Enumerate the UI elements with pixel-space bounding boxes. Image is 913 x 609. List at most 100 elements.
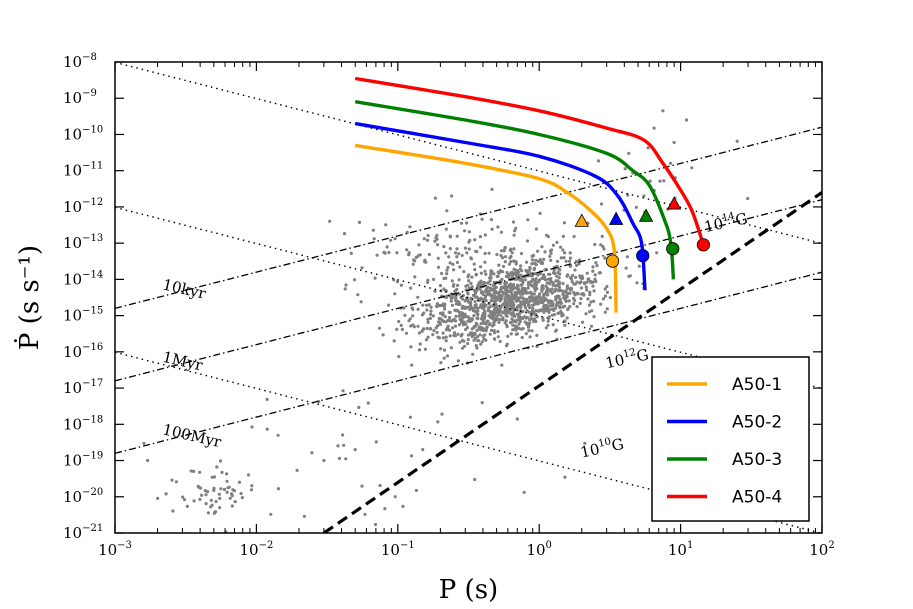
pulsar-point [487, 314, 491, 318]
pulsar-point [500, 318, 504, 322]
pulsar-point [661, 109, 665, 113]
pulsar-point [466, 292, 470, 296]
pulsar-point [508, 304, 512, 308]
pulsar-point [579, 286, 584, 290]
pulsar-point [466, 283, 470, 287]
pulsar-point [387, 250, 391, 255]
pulsar-point [551, 283, 555, 287]
pulsar-point [572, 234, 576, 239]
pulsar-point [357, 220, 362, 224]
pulsar-point [504, 297, 508, 301]
pulsar-point [455, 260, 459, 265]
pulsar-point [265, 427, 269, 431]
pulsar-point [392, 339, 396, 343]
pulsar-point [444, 339, 448, 343]
circle-marker-a50-3 [666, 242, 680, 256]
pulsar-point [546, 287, 550, 291]
pulsar-point [530, 262, 534, 266]
y-tick-label: 10−19 [63, 451, 103, 470]
pulsar-point [302, 514, 306, 519]
pulsar-point [397, 319, 401, 324]
pulsar-point [548, 254, 552, 258]
pulsar-point [428, 327, 432, 331]
pulsar-point [466, 275, 470, 279]
pulsar-point [399, 323, 403, 327]
pulsar-point [508, 299, 512, 303]
pulsar-point [436, 243, 440, 247]
pulsar-point [444, 335, 448, 339]
pulsar-point [470, 275, 474, 279]
pulsar-point [250, 484, 254, 488]
pulsar-point [452, 333, 456, 337]
pulsar-point [538, 292, 542, 296]
pulsar-point [528, 335, 532, 339]
pulsar-point [554, 329, 558, 333]
triangle-marker-a50-2 [608, 211, 624, 225]
pulsar-point [371, 228, 375, 232]
axes: 10−3 10−2 10−1 100 101 102 10−21 10−20 10−19 10−1… [14, 52, 835, 605]
pulsar-point [473, 309, 477, 313]
pulsar-point [461, 338, 465, 342]
pulsar-point [602, 247, 606, 251]
pulsar-point [603, 287, 607, 291]
pulsar-point [458, 340, 462, 344]
pulsar-point [515, 312, 520, 316]
pulsar-point [433, 289, 437, 293]
pulsar-point [499, 230, 503, 234]
pulsar-point [524, 306, 528, 310]
pulsar-point [433, 196, 437, 200]
pulsar-point [527, 324, 531, 328]
pulsar-point [231, 488, 235, 492]
pulsar-point [491, 287, 496, 291]
pulsar-point [431, 314, 435, 318]
pulsar-point [536, 249, 540, 253]
pulsar-point [557, 282, 562, 286]
pulsar-point [511, 300, 515, 304]
pulsar-point [336, 444, 340, 448]
pulsar-point [416, 324, 420, 328]
pulsar-point [573, 268, 577, 272]
pulsar-point [508, 295, 513, 299]
pulsar-point [456, 300, 460, 304]
pulsar-point [464, 322, 468, 326]
pulsar-point [598, 271, 602, 275]
pulsar-point [572, 302, 576, 306]
pulsar-point [648, 179, 652, 183]
pulsar-point [204, 502, 208, 506]
pulsar-point [458, 265, 462, 269]
pulsar-point [363, 512, 367, 516]
pulsar-point [574, 275, 578, 279]
pulsar-point [588, 293, 592, 297]
pulsar-point [486, 319, 490, 323]
pulsar-point [189, 469, 193, 473]
pulsar-point [585, 288, 589, 292]
pulsar-point [563, 475, 567, 479]
pulsar-point [548, 282, 552, 286]
pulsar-point [556, 259, 560, 263]
pulsar-point [511, 220, 516, 224]
triangle-marker-a50-1 [574, 213, 589, 227]
pulsar-point [474, 344, 478, 348]
pulsar-point [344, 457, 348, 461]
y-tick-label: 10−8 [63, 52, 97, 71]
pulsar-point [496, 335, 500, 339]
pulsar-point [446, 265, 450, 270]
pulsar-point [487, 251, 491, 255]
pulsar-point [414, 488, 418, 493]
pulsar-point [566, 273, 570, 277]
pulsar-point [463, 246, 467, 250]
pulsar-point [523, 315, 528, 319]
pulsar-point [519, 264, 523, 268]
pulsar-point [206, 490, 210, 494]
pulsar-point [269, 512, 273, 516]
pulsar-point [513, 286, 517, 290]
pulsar-point [469, 257, 474, 261]
pulsar-point [533, 272, 537, 276]
pulsar-point [526, 218, 530, 222]
pulsar-point [227, 485, 231, 489]
pulsar-point [534, 277, 538, 281]
pulsar-point [403, 313, 407, 317]
pulsar-point [529, 271, 533, 275]
y-axis-title: Ṗ (s s⁻¹) [14, 245, 45, 350]
